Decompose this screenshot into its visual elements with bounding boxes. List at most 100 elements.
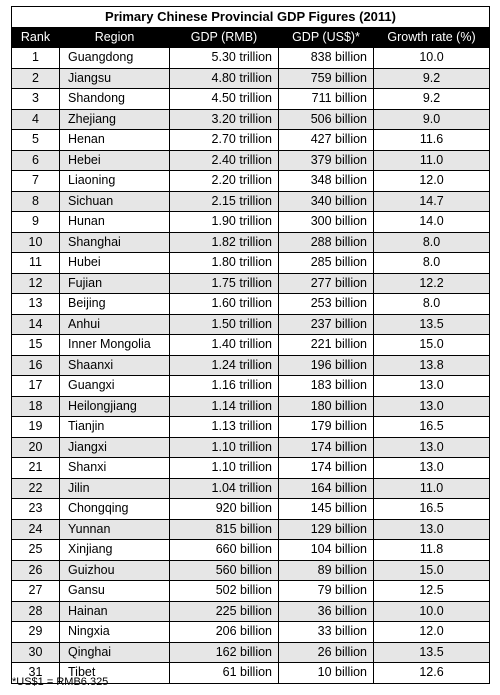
column-header-gdp-rmb: GDP (RMB) xyxy=(169,26,279,48)
rank-cell: 11 xyxy=(11,252,60,274)
gdp-usd-cell: 221 billion xyxy=(278,334,374,356)
rank-cell: 21 xyxy=(11,457,60,479)
table-title: Primary Chinese Provincial GDP Figures (… xyxy=(10,6,491,28)
rank-cell: 25 xyxy=(11,539,60,561)
gdp-rmb-cell: 1.50 trillion xyxy=(169,313,279,335)
region-cell: Fujian xyxy=(59,272,170,294)
gdp-table-container: Primary Chinese Provincial GDP Figures (… xyxy=(10,6,491,684)
table-row: 8 Sichuan 2.15 trillion 340 billion 14.7 xyxy=(11,190,491,212)
gdp-usd-cell: 237 billion xyxy=(278,313,374,335)
table-row: 13 Beijing 1.60 trillion 253 billion 8.0 xyxy=(11,293,491,315)
gdp-rmb-cell: 560 billion xyxy=(169,559,279,581)
gdp-rmb-cell: 502 billion xyxy=(169,580,279,602)
gdp-rmb-cell: 920 billion xyxy=(169,498,279,520)
column-header-gdp-usd: GDP (US$)* xyxy=(278,26,374,48)
region-cell: Tibet xyxy=(59,662,170,684)
table-row: 15 Inner Mongolia 1.40 trillion 221 billion… xyxy=(11,334,491,356)
gdp-rmb-cell: 1.14 trillion xyxy=(169,395,279,417)
rank-cell: 4 xyxy=(11,108,60,130)
growth-rate-cell: 8.0 xyxy=(372,252,491,274)
table-row: 17 Guangxi 1.16 trillion 183 billion 13.0 xyxy=(11,375,491,397)
gdp-usd-cell: 285 billion xyxy=(278,252,374,274)
table-row: 12 Fujian 1.75 trillion 277 billion 12.2 xyxy=(11,272,491,294)
gdp-rmb-cell: 815 billion xyxy=(169,518,279,540)
region-cell: Shanghai xyxy=(59,231,170,253)
gdp-usd-cell: 379 billion xyxy=(278,149,374,171)
growth-rate-cell: 10.0 xyxy=(372,47,491,69)
region-cell: Jilin xyxy=(59,477,170,499)
table-row: 27 Gansu 502 billion 79 billion 12.5 xyxy=(11,580,491,602)
gdp-rmb-cell: 2.15 trillion xyxy=(169,190,279,212)
region-cell: Sichuan xyxy=(59,190,170,212)
region-cell: Guizhou xyxy=(59,559,170,581)
gdp-usd-cell: 164 billion xyxy=(278,477,374,499)
gdp-usd-cell: 838 billion xyxy=(278,47,374,69)
table-title-row: Primary Chinese Provincial GDP Figures (… xyxy=(10,6,491,28)
rank-cell: 23 xyxy=(11,498,60,520)
table-row: 4 Zhejiang 3.20 trillion 506 billion 9.0 xyxy=(11,108,491,130)
footnote: *US$1 = RMB6.325 xyxy=(12,676,109,688)
gdp-usd-cell: 174 billion xyxy=(278,457,374,479)
gdp-usd-cell: 10 billion xyxy=(278,662,374,684)
region-cell: Liaoning xyxy=(59,170,170,192)
region-cell: Shaanxi xyxy=(59,354,170,376)
gdp-table: Primary Chinese Provincial GDP Figures (… xyxy=(10,6,491,684)
gdp-usd-cell: 79 billion xyxy=(278,580,374,602)
growth-rate-cell: 11.0 xyxy=(372,149,491,171)
gdp-usd-cell: 288 billion xyxy=(278,231,374,253)
growth-rate-cell: 16.5 xyxy=(372,416,491,438)
rank-cell: 6 xyxy=(11,149,60,171)
table-row: 31 Tibet 61 billion 10 billion 12.6 xyxy=(11,662,491,684)
rank-cell: 2 xyxy=(11,67,60,89)
region-cell: Zhejiang xyxy=(59,108,170,130)
table-row: 25 Xinjiang 660 billion 104 billion 11.8 xyxy=(11,539,491,561)
growth-rate-cell: 12.6 xyxy=(372,662,491,684)
growth-rate-cell: 13.0 xyxy=(372,518,491,540)
gdp-usd-cell: 179 billion xyxy=(278,416,374,438)
gdp-usd-cell: 340 billion xyxy=(278,190,374,212)
gdp-rmb-cell: 660 billion xyxy=(169,539,279,561)
growth-rate-cell: 15.0 xyxy=(372,559,491,581)
table-row: 10 Shanghai 1.82 trillion 288 billion 8.0 xyxy=(11,231,491,253)
gdp-usd-cell: 711 billion xyxy=(278,88,374,110)
gdp-rmb-cell: 61 billion xyxy=(169,662,279,684)
region-cell: Xinjiang xyxy=(59,539,170,561)
column-header-region: Region xyxy=(59,26,170,48)
growth-rate-cell: 13.8 xyxy=(372,354,491,376)
table-row: 1 Guangdong 5.30 trillion 838 billion 10.0 xyxy=(11,47,491,69)
rank-cell: 27 xyxy=(11,580,60,602)
table-row: 23 Chongqing 920 billion 145 billion 16.5 xyxy=(11,498,491,520)
growth-rate-cell: 11.6 xyxy=(372,129,491,151)
region-cell: Inner Mongolia xyxy=(59,334,170,356)
region-cell: Tianjin xyxy=(59,416,170,438)
region-cell: Guangdong xyxy=(59,47,170,69)
gdp-rmb-cell: 1.80 trillion xyxy=(169,252,279,274)
gdp-rmb-cell: 1.16 trillion xyxy=(169,375,279,397)
table-row: 3 Shandong 4.50 trillion 711 billion 9.2 xyxy=(11,88,491,110)
table-row: 21 Shanxi 1.10 trillion 174 billion 13.0 xyxy=(11,457,491,479)
gdp-usd-cell: 104 billion xyxy=(278,539,374,561)
growth-rate-cell: 13.0 xyxy=(372,395,491,417)
rank-cell: 19 xyxy=(11,416,60,438)
rank-cell: 22 xyxy=(11,477,60,499)
table-row: 30 Qinghai 162 billion 26 billion 13.5 xyxy=(11,641,491,663)
growth-rate-cell: 12.2 xyxy=(372,272,491,294)
growth-rate-cell: 11.8 xyxy=(372,539,491,561)
gdp-rmb-cell: 225 billion xyxy=(169,600,279,622)
table-row: 2 Jiangsu 4.80 trillion 759 billion 9.2 xyxy=(11,67,491,89)
table-row: 24 Yunnan 815 billion 129 billion 13.0 xyxy=(11,518,491,540)
rank-cell: 15 xyxy=(11,334,60,356)
growth-rate-cell: 9.2 xyxy=(372,67,491,89)
table-row: 9 Hunan 1.90 trillion 300 billion 14.0 xyxy=(11,211,491,233)
region-cell: Yunnan xyxy=(59,518,170,540)
gdp-rmb-cell: 4.50 trillion xyxy=(169,88,279,110)
rank-cell: 30 xyxy=(11,641,60,663)
region-cell: Shandong xyxy=(59,88,170,110)
rank-cell: 5 xyxy=(11,129,60,151)
table-row: 11 Hubei 1.80 trillion 285 billion 8.0 xyxy=(11,252,491,274)
region-cell: Qinghai xyxy=(59,641,170,663)
gdp-rmb-cell: 1.90 trillion xyxy=(169,211,279,233)
growth-rate-cell: 15.0 xyxy=(372,334,491,356)
rank-cell: 9 xyxy=(11,211,60,233)
gdp-usd-cell: 427 billion xyxy=(278,129,374,151)
